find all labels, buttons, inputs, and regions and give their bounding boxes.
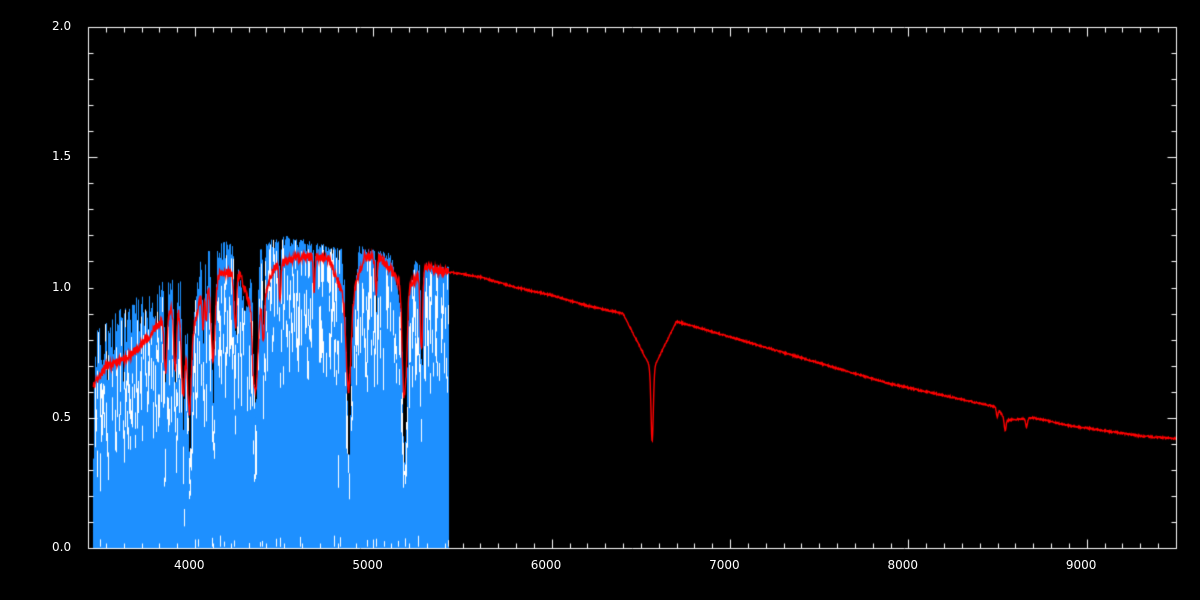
- x-tick-label: 4000: [174, 558, 205, 572]
- x-tick-label: 8000: [887, 558, 918, 572]
- y-tick-label: 0.0: [52, 540, 72, 554]
- x-tick-label: 5000: [352, 558, 383, 572]
- x-tick-label: 9000: [1065, 558, 1097, 572]
- x-tick-label: 6000: [530, 558, 562, 572]
- y-tick-label: 1.5: [52, 149, 72, 164]
- y-tick-label: 2.0: [52, 19, 72, 33]
- y-tick-label: 1.0: [52, 279, 72, 294]
- x-tick-label: 7000: [709, 558, 740, 572]
- y-tick-label: 0.5: [52, 409, 72, 424]
